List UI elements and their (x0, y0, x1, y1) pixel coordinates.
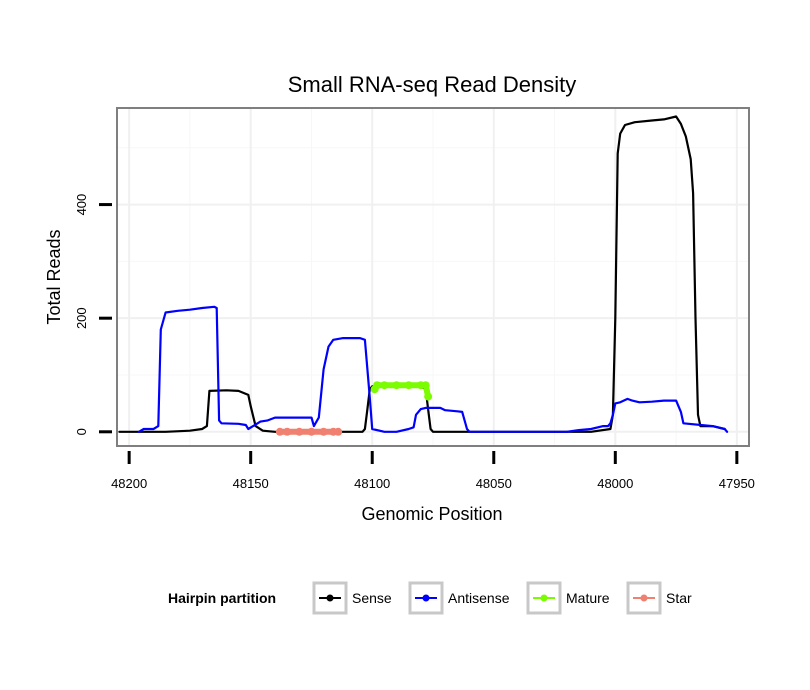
legend-label-star: Star (666, 590, 692, 606)
series-point-mature (373, 381, 382, 390)
legend-key-point-mature (540, 594, 548, 602)
legend-key-point-star (640, 594, 648, 602)
y-tick-label: 400 (74, 194, 89, 216)
x-tick-label: 48150 (233, 476, 269, 491)
series-point-mature (421, 381, 430, 390)
x-tick-label: 48050 (476, 476, 512, 491)
x-tick-label: 47950 (719, 476, 755, 491)
legend-label-antisense: Antisense (448, 590, 510, 606)
legend-item-mature: Mature (526, 581, 610, 615)
series-line-sense (118, 115, 726, 433)
series-point-mature (392, 381, 401, 390)
series-line-antisense (137, 305, 729, 433)
legend-item-antisense: Antisense (408, 581, 510, 615)
series-layer (118, 115, 729, 436)
legend-label-sense: Sense (352, 590, 392, 606)
legend-key-point-antisense (422, 594, 430, 602)
series-point-star (275, 427, 284, 436)
chart-title: Small RNA-seq Read Density (288, 72, 577, 97)
x-axis-title: Genomic Position (361, 504, 502, 524)
series-point-star (307, 427, 316, 436)
legend-item-sense: Sense (312, 581, 392, 615)
series-point-star (334, 427, 343, 436)
legend-label-mature: Mature (566, 590, 610, 606)
legend-key-point-sense (326, 594, 334, 602)
series-point-mature (404, 381, 413, 390)
x-tick-label: 48000 (597, 476, 633, 491)
series-point-star (295, 427, 304, 436)
y-tick-label: 0 (74, 428, 89, 435)
x-tick-label: 48100 (354, 476, 390, 491)
grid-lines (118, 109, 748, 445)
x-tick-label: 48200 (111, 476, 147, 491)
series-point-star (283, 427, 292, 436)
y-axis-title: Total Reads (44, 229, 64, 324)
legend-item-star: Star (626, 581, 692, 615)
axes: 48200 48150 48100 48050 48000 47950 0 200 400 (74, 194, 755, 491)
y-tick-label: 200 (74, 307, 89, 329)
series-point-star (319, 427, 328, 436)
legend-title: Hairpin partition (168, 590, 276, 606)
series-point-mature (380, 381, 389, 390)
series-point-mature (424, 392, 433, 401)
legend: Hairpin partition Sense Antisense Mature St… (168, 581, 692, 615)
